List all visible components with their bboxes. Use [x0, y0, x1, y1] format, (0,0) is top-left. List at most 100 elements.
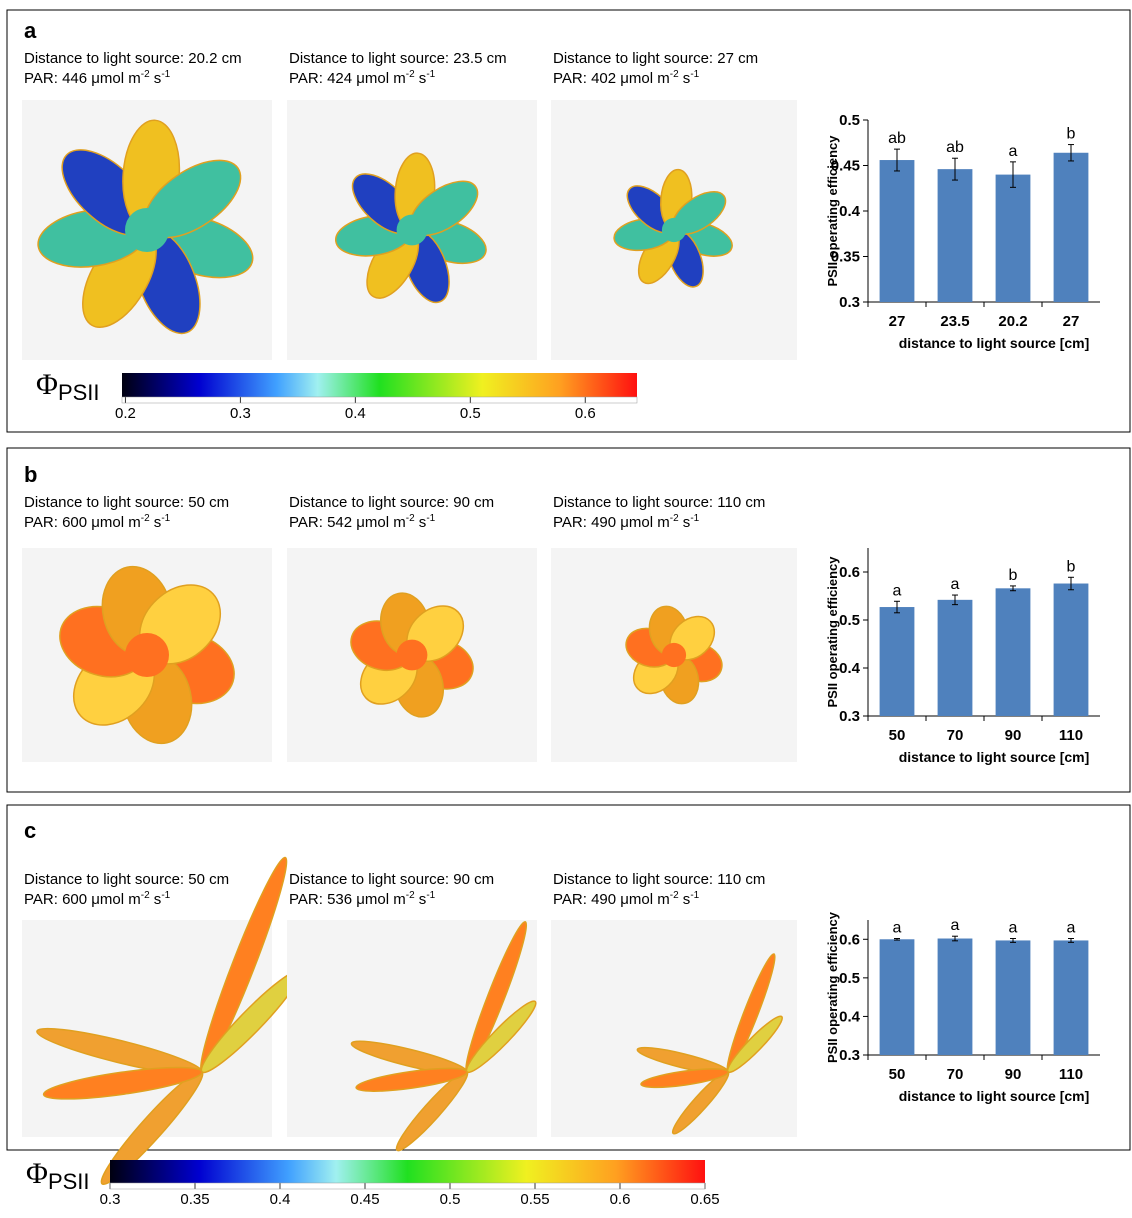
x-tick-label: 90 [1005, 727, 1022, 744]
par-text: s [415, 70, 427, 87]
significance-label: a [951, 576, 960, 593]
x-tick-label: 110 [1059, 1066, 1083, 1083]
superscript: -1 [426, 69, 435, 80]
par-text: s [679, 514, 691, 531]
caption-distance: Distance to light source: 110 cm [553, 494, 765, 511]
x-tick-label: 23.5 [940, 313, 969, 330]
bar [996, 175, 1031, 302]
par-text: PAR: 600 μmol m [24, 891, 141, 908]
y-tick-label: 0.3 [839, 708, 860, 725]
caption-par: PAR: 536 μmol m-2 s-1 [289, 890, 436, 908]
bar [938, 600, 973, 716]
superscript: -1 [161, 890, 170, 901]
caption-distance: Distance to light source: 23.5 cm [289, 50, 507, 67]
plant-image [287, 100, 537, 360]
x-tick-label: 27 [1063, 313, 1080, 330]
colorbar-tick-label: 0.5 [460, 405, 481, 422]
x-tick-label: 70 [947, 1066, 964, 1083]
bar [880, 939, 915, 1055]
bar [1054, 584, 1089, 716]
caption-distance: Distance to light source: 90 cm [289, 494, 494, 511]
leaf [397, 640, 428, 671]
y-axis-label: PSII operating efficiency [825, 135, 840, 287]
caption-par: PAR: 542 μmol m-2 s-1 [289, 513, 436, 531]
colorbar-tick-label: 0.3 [230, 405, 251, 422]
leaf [662, 218, 686, 242]
superscript: -1 [690, 890, 699, 901]
caption-distance: Distance to light source: 110 cm [553, 871, 765, 888]
par-text: PAR: 402 μmol m [553, 70, 670, 87]
caption-par: PAR: 490 μmol m-2 s-1 [553, 513, 700, 531]
bar [1054, 153, 1089, 302]
colorbar-tick-label: 0.5 [440, 1191, 461, 1208]
par-text: PAR: 600 μmol m [24, 514, 141, 531]
colorbar-tick-label: 0.35 [180, 1191, 209, 1208]
superscript: -1 [426, 890, 435, 901]
par-text: PAR: 446 μmol m [24, 70, 141, 87]
colorbar-tick-label: 0.6 [610, 1191, 631, 1208]
par-text: s [415, 891, 427, 908]
x-axis-label: distance to light source [cm] [899, 335, 1090, 351]
y-tick-label: 0.3 [839, 294, 860, 311]
significance-label: ab [946, 139, 964, 156]
par-text: s [150, 70, 162, 87]
y-axis-label: PSII operating efficiency [825, 911, 840, 1063]
colorbar-tick-label: 0.3 [100, 1191, 121, 1208]
caption-par: PAR: 600 μmol m-2 s-1 [24, 513, 171, 531]
plant-image [551, 100, 797, 360]
plant-image [22, 548, 272, 762]
x-tick-label: 70 [947, 727, 964, 744]
leaf [125, 208, 169, 252]
caption-distance: Distance to light source: 27 cm [553, 50, 758, 67]
x-tick-label: 27 [889, 313, 906, 330]
x-axis-label: distance to light source [cm] [899, 749, 1090, 765]
x-tick-label: 110 [1059, 727, 1083, 744]
colorbar-symbol: ΦPSII [36, 368, 100, 405]
x-tick-label: 20.2 [998, 313, 1027, 330]
figure: a Distance to light source: 20.2 cm PAR: 4… [0, 0, 1132, 1213]
caption-distance: Distance to light source: 50 cm [24, 494, 229, 511]
bar [880, 607, 915, 716]
y-axis-label: PSII operating efficiency [825, 556, 840, 708]
y-tick-label: 0.5 [839, 612, 860, 629]
caption-distance: Distance to light source: 90 cm [289, 871, 494, 888]
par-text: PAR: 424 μmol m [289, 70, 406, 87]
bar [880, 160, 915, 302]
x-tick-label: 90 [1005, 1066, 1022, 1083]
caption-distance: Distance to light source: 20.2 cm [24, 50, 242, 67]
leaf [662, 643, 686, 667]
y-tick-label: 0.4 [839, 660, 861, 677]
par-text: s [415, 514, 427, 531]
symbol: Φ [36, 368, 58, 401]
plant-image [287, 919, 541, 1156]
panel-label: a [24, 18, 37, 43]
colorbar-tickband [110, 1183, 705, 1189]
significance-label: a [1009, 920, 1018, 937]
colorbar-tick-label: 0.2 [115, 405, 136, 422]
caption-par: PAR: 402 μmol m-2 s-1 [553, 69, 700, 87]
caption-par: PAR: 490 μmol m-2 s-1 [553, 890, 700, 908]
superscript: -1 [161, 513, 170, 524]
plant-image [551, 920, 797, 1138]
x-axis-label: distance to light source [cm] [899, 1088, 1090, 1104]
colorbar [110, 1160, 705, 1183]
par-text: PAR: 490 μmol m [553, 514, 670, 531]
y-tick-label: 0.5 [839, 112, 860, 129]
significance-label: a [1067, 920, 1076, 937]
significance-label: b [1067, 126, 1076, 143]
leaf [125, 633, 169, 677]
superscript: -1 [690, 513, 699, 524]
colorbar-tick-label: 0.4 [345, 405, 366, 422]
superscript: -1 [426, 513, 435, 524]
image-background [551, 920, 797, 1137]
bar [1054, 940, 1089, 1055]
plant-image [551, 548, 797, 762]
panel-label: b [24, 462, 37, 487]
y-tick-label: 0.6 [839, 931, 860, 948]
leaf [397, 215, 428, 246]
significance-label: b [1067, 558, 1076, 575]
colorbar-tick-label: 0.55 [520, 1191, 549, 1208]
subscript: PSII [48, 1169, 90, 1194]
colorbar-tickband [122, 397, 637, 403]
bar [938, 169, 973, 302]
